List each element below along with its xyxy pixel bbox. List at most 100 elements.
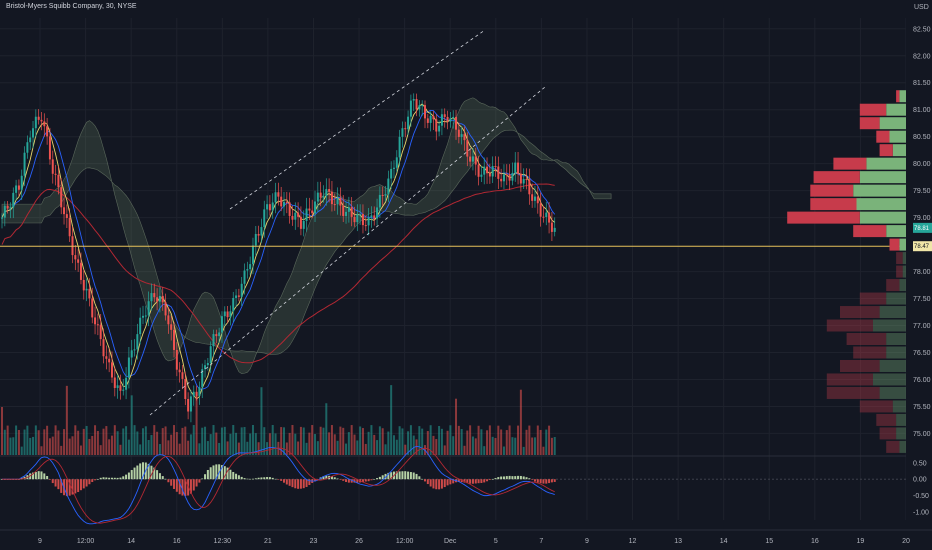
- candle-body: [187, 399, 190, 412]
- candle-body: [316, 192, 319, 202]
- volume-bar: [407, 431, 410, 455]
- candle-body: [268, 204, 271, 211]
- volume-bar: [339, 426, 342, 455]
- oscillator-histogram-bar: [153, 467, 156, 480]
- volume-profile-up: [879, 306, 906, 319]
- candle-body: [550, 222, 553, 232]
- volume-bar: [316, 441, 319, 455]
- volume-bar: [373, 434, 376, 455]
- volume-bar: [195, 392, 198, 455]
- oscillator-histogram-bar: [302, 479, 305, 489]
- candle-body: [387, 178, 390, 195]
- candle-body: [424, 105, 426, 119]
- oscillator-histogram-bar: [398, 471, 401, 480]
- volume-bar: [271, 425, 274, 455]
- oscillator-histogram-bar: [463, 479, 466, 483]
- candle-body: [94, 317, 97, 325]
- oscillator-histogram-bar: [88, 479, 91, 485]
- volume-bar: [254, 433, 257, 455]
- candle-body: [144, 315, 147, 317]
- volume-bar: [308, 432, 311, 455]
- oscillator-histogram-bar: [74, 479, 77, 494]
- candle-body: [311, 210, 314, 214]
- candle-body: [325, 189, 328, 197]
- time-tick-label: 16: [811, 538, 819, 545]
- volume-profile-down: [859, 117, 880, 130]
- volume-profile-up: [879, 117, 906, 130]
- candle-body: [212, 334, 215, 347]
- oscillator-histogram-bar: [432, 479, 435, 489]
- candle-body: [533, 196, 536, 201]
- volume-bar: [376, 440, 379, 455]
- oscillator-histogram-bar: [85, 479, 88, 487]
- volume-bar: [116, 431, 119, 455]
- oscillator-histogram-bar: [79, 479, 82, 491]
- candle-body: [390, 168, 393, 179]
- oscillator-histogram-bar: [469, 479, 472, 484]
- candle-body: [246, 269, 249, 271]
- time-tick-label: 20: [902, 538, 910, 545]
- oscillator-histogram-bar: [387, 472, 390, 480]
- volume-bar: [136, 431, 139, 455]
- oscillator-histogram-bar: [257, 477, 260, 480]
- volume-bar: [249, 433, 252, 455]
- volume-bar: [432, 435, 435, 455]
- volume-profile-down: [813, 171, 860, 184]
- volume-bar: [91, 435, 94, 455]
- candle-body: [474, 156, 477, 165]
- price-tick-label: 81.00: [913, 107, 931, 114]
- oscillator-histogram-bar: [342, 479, 345, 481]
- volume-profile-down: [876, 130, 890, 143]
- oscillator-histogram-bar: [94, 479, 97, 481]
- oscillator-histogram-bar: [147, 463, 150, 480]
- volume-bar: [511, 437, 514, 455]
- candle-body: [502, 174, 505, 182]
- volume-bar: [283, 427, 285, 455]
- candle-body: [1, 217, 3, 219]
- oscillator-histogram-bar: [184, 479, 187, 496]
- oscillator-signal-line: [2, 447, 555, 524]
- candle-body: [280, 196, 283, 207]
- candle-body: [449, 118, 452, 122]
- oscillator-histogram-bar: [51, 479, 54, 484]
- volume-bar: [488, 425, 491, 455]
- volume-bar: [175, 432, 178, 455]
- oscillator-histogram-bar: [511, 476, 514, 480]
- volume-profile-up: [886, 103, 906, 116]
- oscillator-histogram-bar: [105, 477, 108, 480]
- volume-bar: [32, 436, 35, 455]
- volume-bar: [347, 432, 350, 455]
- volume-profile-up: [902, 252, 906, 265]
- oscillator-histogram-bar: [77, 479, 80, 493]
- volume-bar: [460, 429, 463, 455]
- volume-profile-up: [879, 359, 906, 372]
- volume-bar: [463, 445, 466, 455]
- volume-bar: [161, 428, 164, 455]
- volume-bar: [153, 425, 156, 455]
- volume-bar: [350, 425, 353, 455]
- volume-bar: [280, 427, 283, 455]
- volume-profile-up: [886, 346, 906, 359]
- oscillator-histogram-bar: [446, 479, 449, 486]
- volume-bar: [480, 429, 483, 455]
- oscillator-histogram-bar: [173, 479, 176, 489]
- oscillator-histogram-bar: [522, 476, 525, 480]
- volume-bar: [440, 428, 443, 455]
- volume-bar: [260, 387, 263, 455]
- volume-bar: [77, 430, 80, 455]
- candle-body: [105, 356, 108, 359]
- oscillator-histogram-bar: [401, 471, 404, 480]
- oscillator-histogram-bar: [285, 479, 288, 485]
- volume-bar: [158, 444, 161, 455]
- volume-bar: [251, 425, 254, 455]
- volume-bar: [531, 437, 534, 455]
- volume-bar: [60, 445, 63, 455]
- time-tick-label: 26: [355, 538, 363, 545]
- volume-bar: [51, 436, 54, 455]
- candle-body: [133, 349, 136, 351]
- candle-body: [418, 105, 421, 110]
- oscillator-histogram-bar: [192, 479, 195, 491]
- candle-body: [43, 121, 46, 127]
